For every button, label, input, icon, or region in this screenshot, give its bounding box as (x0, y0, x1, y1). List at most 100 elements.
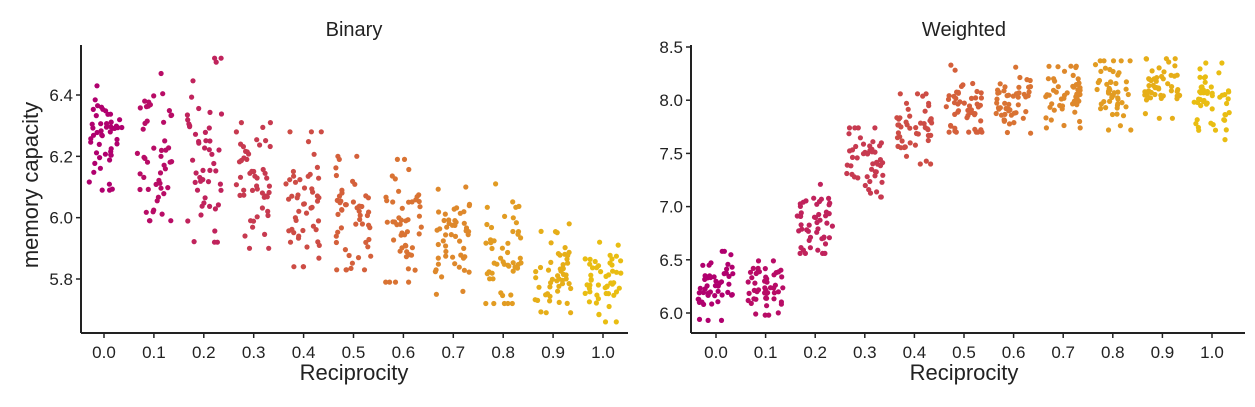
data-point (168, 218, 174, 224)
data-point (346, 252, 352, 259)
data-point (995, 90, 1001, 96)
data-point (308, 129, 314, 135)
data-point (366, 209, 372, 215)
data-point (433, 267, 439, 273)
data-point (855, 125, 861, 131)
data-point (202, 195, 208, 201)
data-point (597, 239, 603, 245)
data-point (206, 125, 212, 131)
data-point (880, 172, 886, 178)
data-point (923, 158, 929, 164)
data-point (200, 167, 206, 173)
data-point (1208, 84, 1214, 90)
data-point (902, 144, 908, 150)
data-point (314, 193, 320, 199)
data-point (948, 123, 954, 129)
data-point (1048, 117, 1054, 123)
data-point (746, 290, 752, 296)
data-point (333, 165, 339, 171)
data-point (1061, 95, 1067, 101)
data-point (913, 130, 920, 137)
data-point (260, 166, 266, 173)
data-point (95, 103, 101, 109)
data-point (595, 282, 602, 288)
data-point (361, 267, 368, 273)
data-point (1191, 99, 1197, 105)
data-point (846, 125, 853, 131)
data-point (91, 169, 97, 175)
data-point (1114, 111, 1120, 117)
data-point (555, 251, 562, 257)
data-point (978, 118, 984, 124)
data-point (487, 276, 493, 282)
x-tick-label: 0.7 (1051, 343, 1075, 362)
data-point (946, 129, 952, 135)
data-point (1107, 98, 1113, 104)
x-tick-label: 0.4 (903, 343, 927, 362)
data-point (99, 133, 105, 139)
data-point (755, 258, 762, 264)
data-point (799, 226, 805, 232)
data-point (357, 212, 363, 218)
data-point (238, 157, 244, 164)
data-point (215, 202, 221, 208)
data-point (392, 279, 399, 285)
data-point (821, 235, 827, 241)
data-point (702, 273, 708, 279)
data-point (384, 198, 390, 204)
data-point (338, 225, 344, 231)
data-point (137, 171, 143, 177)
y-tick-label: 6.0 (659, 304, 683, 323)
data-point (443, 232, 449, 238)
data-point (753, 311, 759, 317)
data-point (798, 245, 804, 251)
data-point (997, 81, 1003, 87)
data-point (394, 156, 400, 162)
data-point (588, 276, 594, 282)
data-point (1073, 64, 1079, 71)
data-point (899, 138, 905, 144)
data-point (538, 309, 544, 315)
data-point (913, 125, 919, 131)
data-point (365, 244, 371, 250)
data-point (729, 264, 735, 270)
data-point (1174, 96, 1180, 102)
data-point (1023, 109, 1029, 115)
data-point (957, 99, 963, 105)
data-point (505, 249, 511, 256)
data-point (1074, 91, 1080, 97)
data-point (199, 203, 205, 209)
data-point (446, 217, 452, 223)
data-point (719, 292, 725, 298)
data-point (158, 70, 164, 77)
data-point (114, 136, 120, 143)
data-point (489, 270, 495, 276)
data-point (505, 240, 511, 246)
data-point (514, 265, 521, 271)
data-point (613, 253, 620, 259)
data-point (254, 137, 260, 143)
data-point (241, 192, 247, 198)
data-point (448, 232, 454, 238)
data-point (705, 292, 711, 298)
data-point (144, 159, 151, 165)
data-point (1013, 64, 1019, 70)
data-point (418, 224, 424, 230)
data-point (301, 201, 307, 207)
data-point (205, 179, 212, 185)
panel-title: Weighted (922, 19, 1006, 41)
data-point (316, 175, 322, 181)
data-point (108, 124, 114, 130)
data-point (586, 299, 593, 305)
data-point (1209, 90, 1215, 96)
data-point (538, 228, 544, 234)
data-point (207, 167, 213, 173)
data-point (196, 140, 202, 146)
data-point (484, 271, 490, 277)
data-point (763, 274, 769, 280)
data-point (517, 255, 523, 261)
data-point (1015, 102, 1021, 108)
data-point (822, 241, 829, 247)
data-point (151, 93, 157, 99)
data-point (207, 138, 213, 144)
